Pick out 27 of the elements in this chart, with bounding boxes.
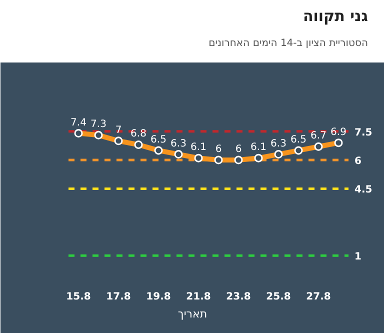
x-tick-label: 23.8	[226, 292, 251, 302]
data-label: 6.1	[190, 142, 206, 154]
data-label: 6.7	[310, 130, 326, 142]
data-label: 6.5	[150, 134, 166, 146]
data-label: 6.3	[170, 138, 186, 150]
x-tick-label: 25.8	[266, 292, 291, 302]
x-axis-title: תאריך	[178, 308, 208, 320]
data-label: 6	[235, 144, 242, 156]
x-tick-label: 19.8	[146, 292, 171, 302]
ref-line-label: 4.5	[354, 184, 372, 196]
data-label: 7.4	[70, 117, 86, 128]
data-label: 6.5	[290, 134, 306, 146]
x-tick-label: 17.8	[106, 292, 131, 302]
data-label: 7	[115, 124, 122, 136]
data-label: 7.3	[90, 119, 106, 130]
data-label: 6	[215, 144, 222, 156]
data-label: 6.3	[270, 138, 286, 150]
data-label: 6.9	[330, 126, 346, 138]
x-tick-label: 21.8	[186, 292, 211, 302]
ref-line-label: 7.5	[354, 127, 372, 138]
chart-subtitle: הסטוריית הציון ב-14 הימים האחרונים	[208, 37, 368, 52]
x-tick-label: 15.8	[66, 292, 91, 302]
chart-title: גני תקווה	[302, 6, 368, 27]
ref-line-label: 1	[354, 252, 362, 263]
x-tick-label: 27.8	[306, 292, 331, 302]
data-label: 6.1	[250, 142, 266, 154]
ref-line-label: 6	[354, 156, 362, 168]
